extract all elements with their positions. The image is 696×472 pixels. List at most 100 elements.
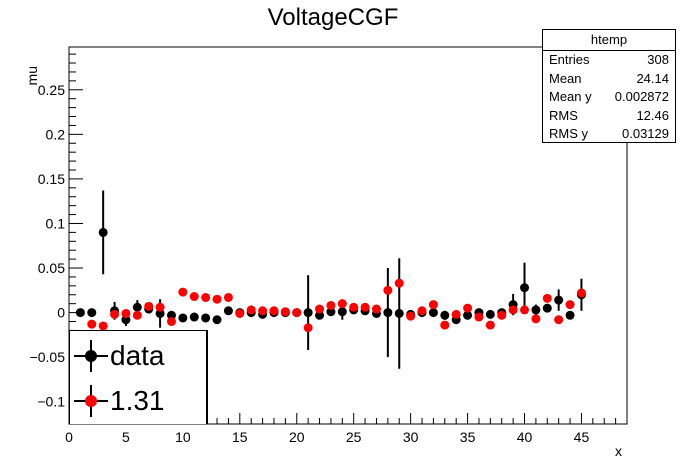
y-tick-label: 0.1 — [46, 215, 66, 231]
y-tick-label: 0.25 — [38, 82, 65, 98]
data-point — [520, 283, 530, 293]
data-point — [326, 300, 336, 310]
data-point — [303, 308, 313, 318]
legend-marker-data — [70, 336, 110, 376]
data-point — [223, 292, 233, 302]
data-point — [326, 307, 336, 317]
legend-entry-data: data — [70, 336, 165, 376]
data-point — [451, 309, 461, 319]
data-point — [87, 319, 97, 329]
x-tick-label: 30 — [403, 429, 419, 445]
data-point — [406, 311, 416, 321]
legend: data 1.31 — [69, 330, 208, 424]
data-point — [132, 302, 142, 312]
stats-label: RMS y — [549, 126, 588, 141]
data-point — [155, 308, 165, 318]
data-point — [542, 293, 552, 303]
data-point — [212, 315, 222, 325]
data-point — [531, 314, 541, 324]
legend-label-1-31: 1.31 — [110, 385, 165, 416]
y-axis-label: mu — [24, 66, 40, 85]
data-point — [554, 295, 564, 305]
x-tick-label: 20 — [289, 429, 305, 445]
y-tick-label: −0.1 — [37, 394, 65, 410]
data-point — [485, 320, 495, 330]
stats-value: 24.14 — [636, 70, 669, 86]
data-point — [565, 300, 575, 310]
data-point — [235, 308, 245, 318]
data-point — [542, 303, 552, 313]
data-point — [383, 285, 393, 295]
data-point — [463, 310, 473, 320]
data-point — [258, 306, 268, 316]
data-point — [485, 309, 495, 319]
stats-value: 0.03129 — [622, 126, 669, 141]
data-point — [189, 312, 199, 322]
stats-row-rms: RMS 12.46 — [543, 107, 675, 126]
x-tick-label: 5 — [122, 429, 130, 445]
data-point — [383, 308, 393, 318]
data-point — [531, 305, 541, 315]
data-point — [337, 307, 347, 317]
stats-label: Entries — [549, 52, 590, 67]
data-point — [394, 308, 404, 318]
data-point — [371, 304, 381, 314]
data-point — [98, 227, 108, 237]
y-tick-label: 0.05 — [38, 260, 65, 276]
data-point — [428, 300, 438, 310]
data-point — [440, 320, 450, 330]
data-point — [508, 305, 518, 315]
x-tick-label: 45 — [574, 429, 590, 445]
data-point — [428, 308, 438, 318]
plot-frame — [68, 46, 628, 425]
y-tick-label: −0.05 — [30, 349, 66, 365]
data-point — [87, 308, 97, 318]
legend-marker-1-31 — [70, 381, 110, 421]
data-point — [246, 305, 256, 315]
data-point — [75, 308, 85, 318]
data-point — [212, 294, 222, 304]
stats-label: Mean — [549, 70, 582, 86]
stats-value: 0.002872 — [614, 89, 669, 104]
data-point — [554, 315, 564, 325]
data-point — [121, 315, 131, 325]
legend-entry-1-31: 1.31 — [70, 381, 165, 421]
data-point — [440, 310, 450, 320]
data-point — [144, 301, 154, 311]
data-point — [463, 303, 473, 313]
stats-value: 308 — [647, 52, 669, 67]
stats-row-rms-y: RMS y 0.03129 — [543, 125, 675, 144]
data-point — [337, 299, 347, 309]
data-point — [576, 288, 586, 298]
legend-label-data: data — [110, 340, 165, 371]
series-1-31 — [87, 278, 586, 333]
data-point — [121, 308, 131, 318]
data-point — [98, 321, 108, 331]
data-point — [565, 310, 575, 320]
x-tick-label: 0 — [65, 429, 73, 445]
data-point — [223, 306, 233, 316]
series-layer — [75, 190, 586, 369]
x-axis-label: x — [615, 443, 622, 459]
data-point — [349, 302, 359, 312]
x-tick-label: 15 — [232, 429, 248, 445]
data-point — [201, 313, 211, 323]
data-point — [110, 309, 120, 319]
data-point — [178, 313, 188, 323]
data-point — [189, 292, 199, 302]
y-tick-label: 0 — [57, 305, 65, 321]
data-point — [497, 310, 507, 320]
stats-row-mean: Mean 24.14 — [543, 70, 675, 89]
data-point — [178, 287, 188, 297]
data-point — [315, 304, 325, 314]
data-point — [315, 310, 325, 320]
stats-label: Mean y — [549, 89, 592, 104]
stats-value: 12.46 — [636, 107, 669, 123]
y-tick-label: 0.15 — [38, 171, 65, 187]
stats-label: RMS — [549, 107, 578, 123]
stats-box: htemp Entries 308 Mean 24.14 Mean y 0.00… — [542, 29, 676, 143]
y-tick-label: 0.2 — [46, 126, 66, 142]
data-point — [360, 302, 370, 312]
data-point — [394, 278, 404, 288]
